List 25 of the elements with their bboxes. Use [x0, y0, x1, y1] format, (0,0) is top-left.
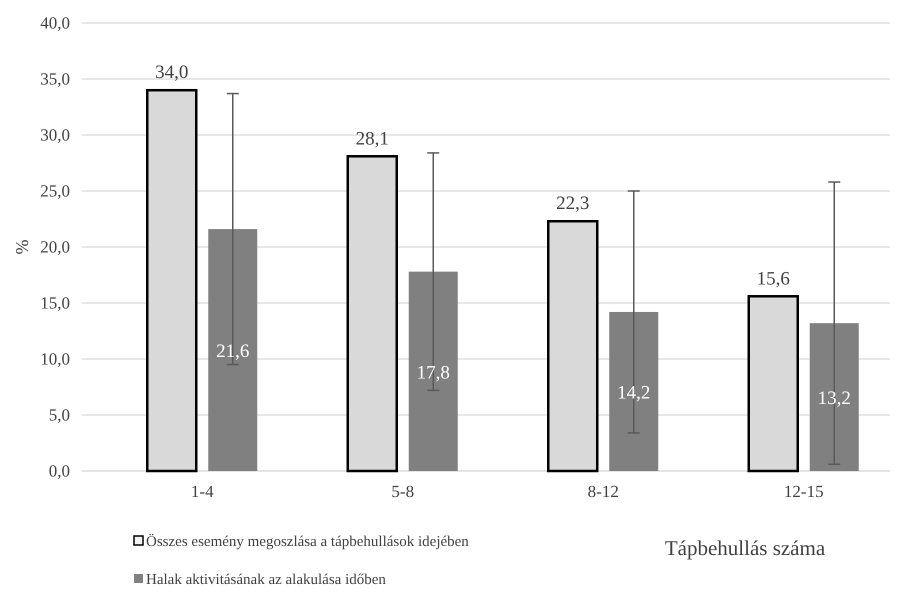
y-axis-title: % — [12, 240, 32, 254]
data-label: 13,2 — [818, 388, 851, 410]
y-tick-label: 5,0 — [48, 405, 70, 424]
x-tick-label: 1-4 — [190, 482, 214, 502]
data-label: 22,3 — [556, 193, 590, 214]
legend-label: Összes esemény megoszlása a tápbehullások idejében — [146, 533, 470, 550]
data-label: 34,0 — [155, 62, 188, 84]
x-tick-label: 5-8 — [391, 482, 414, 502]
y-tick-label: 25,0 — [40, 181, 70, 200]
y-tick-label: 20,0 — [40, 237, 70, 256]
data-label: 14,2 — [617, 382, 650, 404]
y-tick-label: 10,0 — [40, 349, 70, 368]
legend-label: Halak aktivitásának az alakulása időben — [146, 572, 386, 588]
y-tick-label: 30,0 — [40, 125, 70, 144]
data-label: 21,6 — [216, 341, 250, 362]
data-label: 17,8 — [416, 362, 450, 384]
y-tick-label: 15,0 — [40, 293, 70, 312]
data-label: 28,1 — [356, 128, 389, 150]
x-tick-label: 8-12 — [588, 482, 619, 502]
y-tick-label: 40,0 — [40, 13, 70, 32]
y-tick-label: 35,0 — [40, 69, 70, 88]
data-label: 15,6 — [756, 268, 790, 290]
x-axis-title: Tápbehullás száma — [664, 536, 826, 560]
x-tick-label: 12-15 — [784, 482, 824, 502]
y-tick-label: 0,0 — [48, 461, 70, 480]
